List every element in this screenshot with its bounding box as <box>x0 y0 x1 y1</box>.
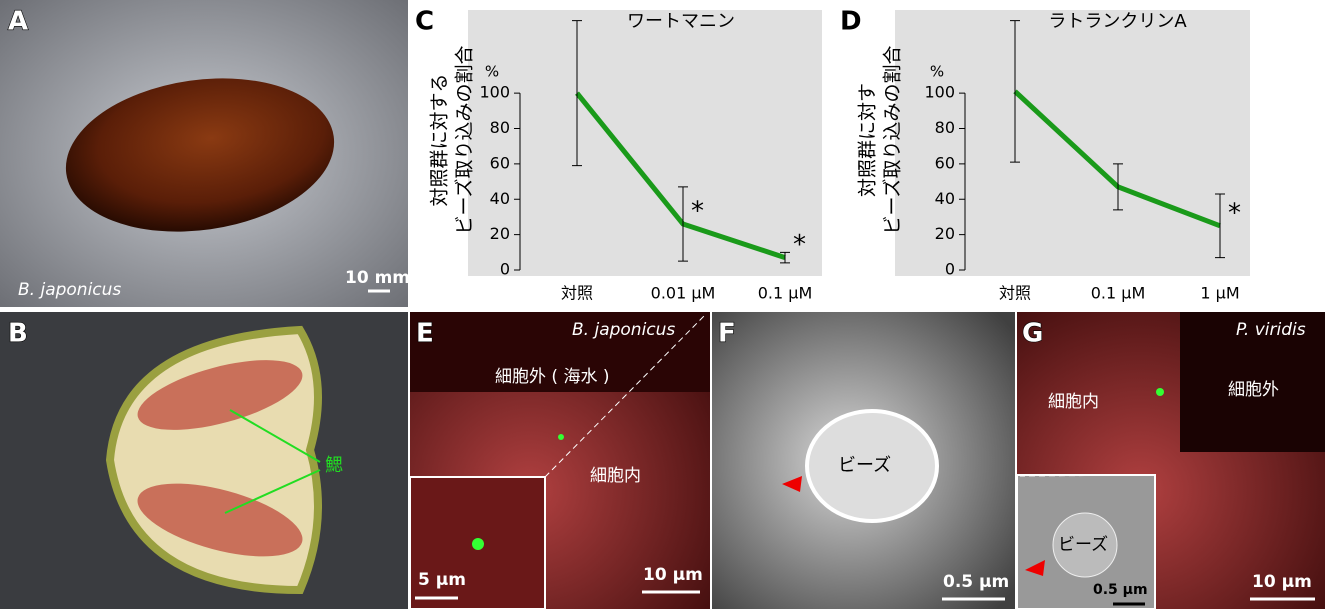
y-tick-label: 0 <box>945 260 955 279</box>
figure: A B. japonicus 10 mm 鰓 B E B. japonicus … <box>0 0 1325 609</box>
panel-label: G <box>1022 319 1043 349</box>
region: 細胞内 <box>1048 392 1099 412</box>
y-tick-label: 20 <box>935 224 955 243</box>
panel-label: B <box>8 319 28 349</box>
panel-label: E <box>416 319 434 349</box>
y-axis-label: ビーズ取り込みの割合 <box>882 45 904 234</box>
y-axis-label: 対照群に対する <box>429 73 451 206</box>
y-axis-label: 対照群に対す <box>857 83 879 197</box>
species: B. japonicus <box>572 320 675 340</box>
bead <box>1156 388 1164 396</box>
significance: * <box>793 230 806 260</box>
region: 細胞外 <box>1228 380 1279 400</box>
y-tick-label: 80 <box>490 118 510 137</box>
significance: * <box>691 197 704 227</box>
y-tick-label: 60 <box>935 153 955 172</box>
y-tick-label: 40 <box>490 189 510 208</box>
region: 細胞内 <box>590 466 641 486</box>
x-tick-label: 0.1 µM <box>1091 284 1146 303</box>
plot-bg <box>468 10 822 276</box>
y-unit: % <box>930 63 944 81</box>
y-tick-label: 80 <box>935 118 955 137</box>
x-tick-label: 1 µM <box>1200 284 1239 303</box>
chart-title: ラトランクリンA <box>1048 11 1187 32</box>
scale-text: 10 mm <box>345 268 410 288</box>
scale-text: 0.5 µm <box>1093 582 1148 598</box>
species: P. viridis <box>1236 320 1306 340</box>
y-tick-label: 0 <box>500 260 510 279</box>
scale-text: 5 µm <box>418 570 466 590</box>
scale-text: 10 µm <box>643 565 703 585</box>
significance: * <box>1228 198 1241 228</box>
panel-label: C <box>415 7 434 37</box>
y-tick-label: 100 <box>924 83 955 102</box>
x-tick-label: 対照 <box>999 284 1031 303</box>
panel-label: A <box>8 7 28 37</box>
bead <box>472 538 484 550</box>
y-axis-label: ビーズ取り込みの割合 <box>454 45 476 234</box>
y-tick-label: 100 <box>479 83 510 102</box>
y-tick-label: 60 <box>490 153 510 172</box>
bead-label: ビーズ <box>1058 535 1108 555</box>
scale-text: 10 µm <box>1252 572 1312 592</box>
y-tick-label: 20 <box>490 224 510 243</box>
chart-title: ワートマニン <box>627 11 735 32</box>
panel-label: D <box>840 7 862 37</box>
gill-label: 鰓 <box>325 455 343 476</box>
x-tick-label: 対照 <box>561 284 593 303</box>
bead <box>558 434 564 440</box>
bead-label: ビーズ <box>838 455 891 476</box>
panel-label: F <box>718 319 736 349</box>
species: B. japonicus <box>18 280 121 300</box>
x-tick-label: 0.01 µM <box>651 284 716 303</box>
y-tick-label: 40 <box>935 189 955 208</box>
region: 細胞外 ( 海水 ) <box>495 367 609 387</box>
scale-text: 0.5 µm <box>943 572 1009 592</box>
x-tick-label: 0.1 µM <box>758 284 813 303</box>
y-unit: % <box>485 63 499 81</box>
